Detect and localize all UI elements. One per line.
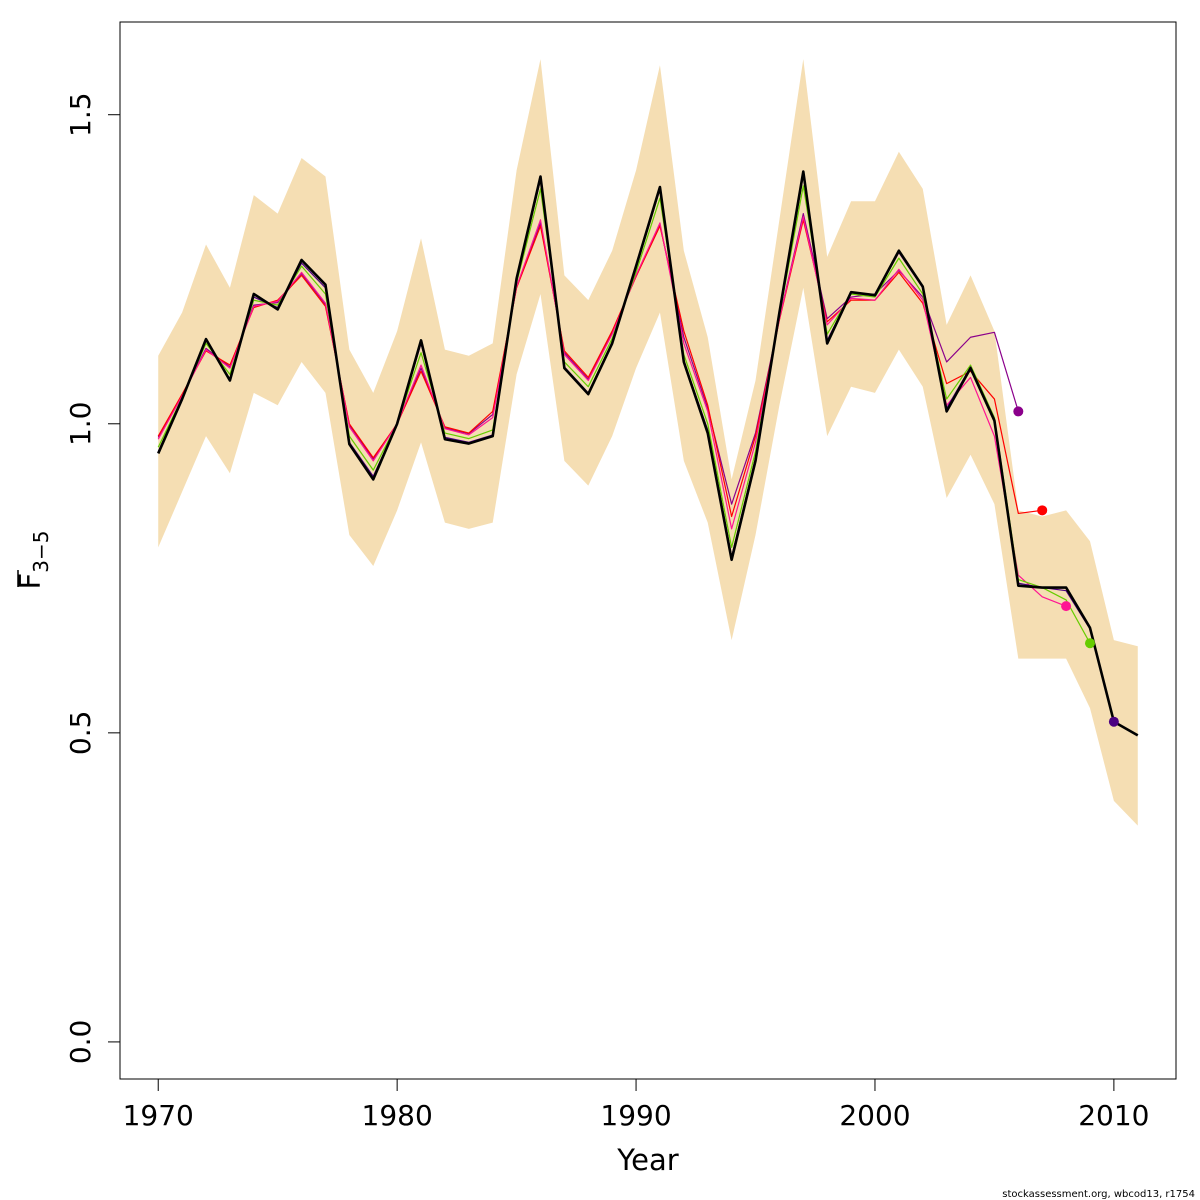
y-tick-label-0: 0.0: [64, 1020, 97, 1065]
x-tick-label-3: 2000: [839, 1099, 910, 1132]
x-tick-label-1: 1980: [362, 1099, 433, 1132]
x-tick-label-0: 1970: [123, 1099, 194, 1132]
series-end-point-2: [1084, 638, 1095, 649]
svg-text:F3−5: F3−5: [13, 531, 53, 590]
series-end-point-1: [1108, 716, 1119, 727]
y-axis-title-sub: 3−5: [29, 531, 53, 573]
x-tick-label-4: 2010: [1078, 1099, 1149, 1132]
y-axis: 0.0 0.5 1.0 1.5: [64, 92, 121, 1065]
footer-credit: stockassessment.org, wbcod13, r1754: [1002, 1189, 1195, 1200]
x-tick-label-2: 1990: [600, 1099, 671, 1132]
y-axis-title-main: F: [13, 573, 47, 590]
series-line-4: [157, 219, 1043, 518]
series-end-point-5: [1013, 406, 1024, 417]
x-axis: 1970 1980 1990 2000 2010: [123, 1078, 1150, 1132]
series-end-point-4: [1037, 505, 1048, 516]
y-tick-label-3: 1.5: [64, 92, 97, 137]
confidence-band: [158, 59, 1138, 826]
confidence-band-area: [158, 59, 1138, 826]
series-line-3: [157, 216, 1067, 607]
x-axis-title: Year: [616, 1143, 678, 1177]
y-tick-label-2: 1.0: [64, 402, 97, 447]
series-line-0: [157, 170, 1139, 737]
y-tick-label-1: 0.5: [64, 711, 97, 756]
series-end-points: [1013, 406, 1119, 727]
series-end-point-3: [1061, 601, 1072, 612]
y-axis-title: F3−5: [13, 531, 53, 590]
series-lines: [157, 170, 1139, 737]
